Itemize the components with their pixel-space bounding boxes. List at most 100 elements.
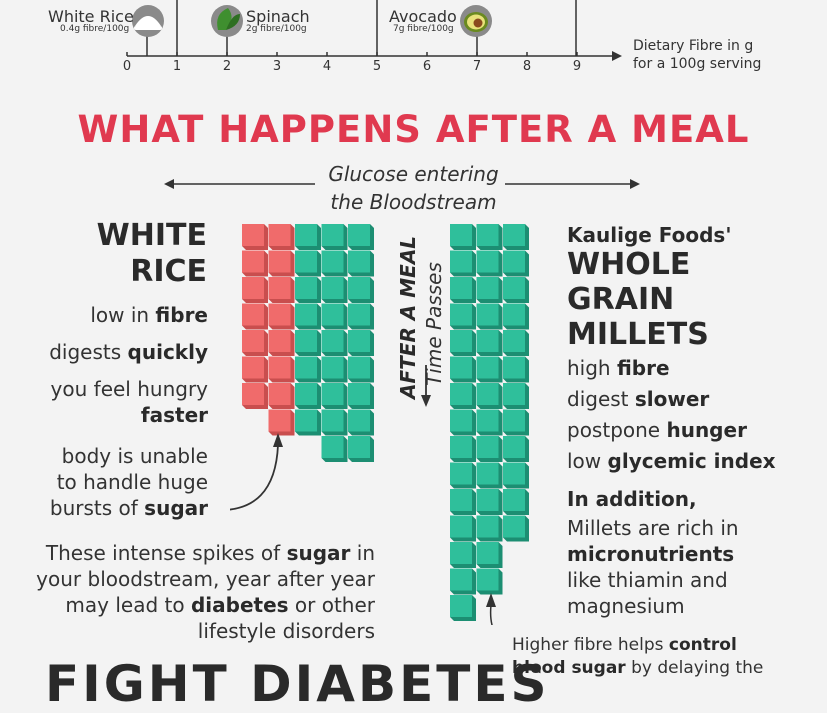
tick-label: 0	[122, 59, 132, 74]
glucose-block	[348, 436, 374, 462]
food-label-white-rice: White Rice	[48, 7, 134, 26]
rice-low-fibre: low in fibre	[90, 303, 208, 327]
glucose-block	[503, 462, 529, 489]
axis-note-line1: Dietary Fibre in g	[633, 38, 754, 54]
glucose-block	[450, 383, 476, 409]
glucose-block	[321, 330, 348, 356]
glucose-block	[268, 383, 295, 409]
bottom-title: FIGHT DIABETES	[45, 655, 550, 713]
millets-rich: Millets are rich in micronutrients like …	[567, 516, 739, 618]
axis-note-line2: for a 100g serving	[633, 56, 762, 72]
glucose-block	[295, 383, 321, 409]
brand-label: Kaulige Foods'	[567, 223, 732, 247]
glucose-block	[503, 224, 529, 250]
glucose-block	[476, 462, 503, 489]
axis-note: Dietary Fibre in g for a 100g serving	[633, 37, 761, 73]
glucose-block	[242, 383, 268, 409]
food-label-avocado: Avocado	[389, 7, 457, 26]
rice-body-unable: body is unable to handle huge bursts of …	[49, 444, 208, 520]
glucose-label: Glucose entering the Bloodstream	[300, 160, 527, 216]
glucose-line1: Glucose entering	[328, 162, 499, 186]
glucose-block	[450, 356, 476, 383]
glucose-block	[348, 303, 374, 330]
time-label-bold: AFTER A MEAL	[396, 235, 420, 399]
glucose-arrows	[164, 179, 640, 189]
tick-label: 7	[472, 59, 482, 74]
millets-digest: digest slower	[567, 387, 710, 411]
tick-label: 6	[422, 59, 432, 74]
glucose-block	[268, 330, 295, 356]
glucose-block	[450, 568, 476, 595]
rice-digests: digests quickly	[49, 340, 208, 364]
food-sub-avocado: 7g fibre/100g	[393, 24, 454, 34]
glucose-block	[348, 409, 374, 436]
glucose-block	[321, 303, 348, 330]
glucose-block	[450, 515, 476, 542]
glucose-block	[321, 250, 348, 277]
glucose-block	[476, 303, 503, 330]
glucose-block	[450, 250, 476, 277]
glucose-block	[450, 436, 476, 462]
time-arrow-icon	[421, 365, 431, 407]
glucose-block	[476, 409, 503, 436]
tick-label: 3	[272, 59, 282, 74]
glucose-block	[503, 303, 529, 330]
millets-hunger: postpone hunger	[567, 418, 747, 442]
tick-label: 8	[522, 59, 532, 74]
glucose-block	[503, 436, 529, 462]
glucose-block	[348, 356, 374, 383]
glucose-block	[503, 277, 529, 303]
glucose-block	[476, 542, 503, 568]
glucose-block	[503, 515, 529, 542]
fibre-axis	[126, 0, 622, 61]
tick-label: 2	[222, 59, 232, 74]
glucose-block	[450, 303, 476, 330]
glucose-block	[476, 515, 503, 542]
glucose-block	[503, 409, 529, 436]
glucose-block	[450, 277, 476, 303]
glucose-block	[242, 250, 268, 277]
glucose-block	[268, 224, 295, 250]
tick-label: 4	[322, 59, 332, 74]
glucose-block	[242, 303, 268, 330]
glucose-block	[295, 303, 321, 330]
glucose-block	[476, 489, 503, 515]
tick-label: 9	[572, 59, 582, 74]
glucose-block	[242, 224, 268, 250]
millets-addition: In addition,	[567, 487, 697, 511]
glucose-block	[450, 224, 476, 250]
glucose-line2: the Bloodstream	[330, 190, 497, 214]
glucose-block	[321, 436, 348, 462]
glucose-block	[321, 277, 348, 303]
glucose-block	[321, 409, 348, 436]
white-rice-heading2: RICE	[130, 254, 207, 289]
rice-hungry: you feel hungry faster	[50, 377, 208, 427]
glucose-block	[268, 250, 295, 277]
glucose-block	[242, 330, 268, 356]
glucose-block	[476, 436, 503, 462]
glucose-block	[476, 277, 503, 303]
glucose-blocks	[230, 224, 529, 625]
glucose-block	[503, 356, 529, 383]
glucose-block	[476, 383, 503, 409]
food-label-spinach: Spinach	[246, 7, 310, 26]
glucose-block	[450, 595, 476, 621]
glucose-block	[242, 277, 268, 303]
food-sub-spinach: 2g fibre/100g	[246, 24, 307, 34]
glucose-block	[295, 224, 321, 250]
glucose-block	[295, 409, 321, 436]
spinach-icon	[211, 5, 243, 37]
glucose-block	[348, 250, 374, 277]
glucose-block	[348, 224, 374, 250]
glucose-block	[268, 356, 295, 383]
glucose-block	[242, 356, 268, 383]
glucose-block	[348, 383, 374, 409]
rice-spikes: These intense spikes of sugar in your bl…	[36, 541, 375, 643]
tick-label: 1	[172, 59, 182, 74]
section-title: WHAT HAPPENS AFTER A MEAL	[77, 108, 750, 151]
glucose-block	[503, 489, 529, 515]
glucose-block	[503, 383, 529, 409]
glucose-block	[295, 277, 321, 303]
glucose-block	[268, 409, 295, 436]
millets-heading: WHOLE GRAIN MILLETS	[567, 247, 709, 352]
